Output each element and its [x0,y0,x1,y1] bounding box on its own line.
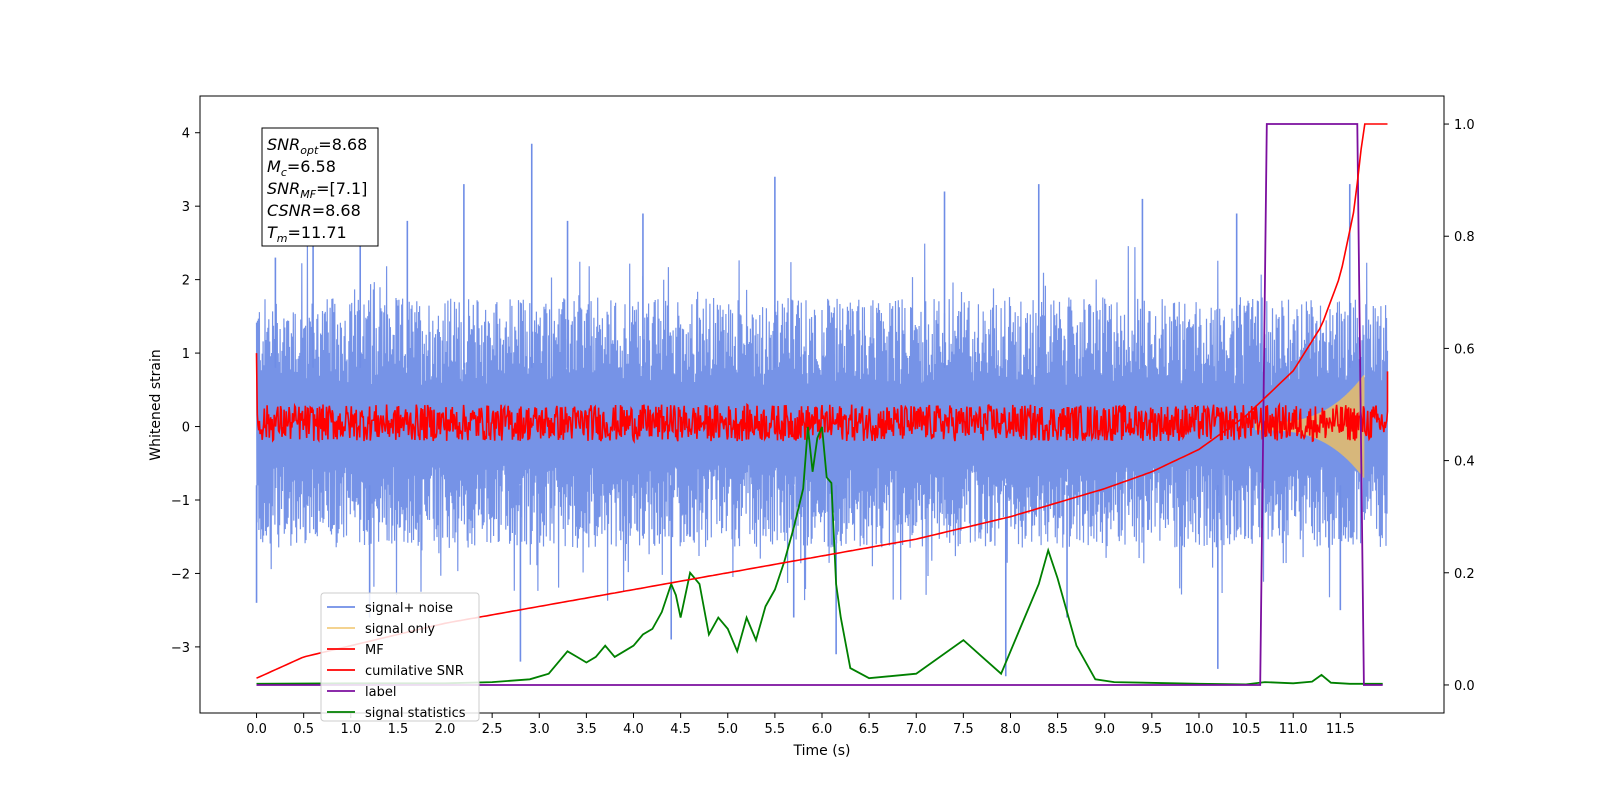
legend-frame [320,592,480,722]
signal-noise-line [255,241,1389,601]
y2-tick-label: 0.0 [1454,679,1475,694]
x-tick-label: 1.0 [340,722,361,737]
x-tick-label: 2.5 [482,722,503,737]
legend-label: label [365,685,396,700]
y-tick-label: 0 [182,421,190,436]
y-tick-label: 3 [182,200,190,215]
x-tick-label: 4.5 [670,722,691,737]
x-tick-label: 11.0 [1279,722,1308,737]
y-tick-label: −3 [171,641,190,656]
legend: signal+ noise signal only MF cumilative SNR… [320,592,480,722]
x-tick-label: 11.5 [1326,722,1355,737]
info-value: =6.58 [287,157,336,176]
info-symbol: M [267,157,281,176]
info-box: SNRopt=8.68Mc=6.58SNRMF=[7.1]CSNR=8.68Tm… [261,127,379,247]
x-axis: 0.0 0.5 1.0 1.5 2.0 2.5 3.0 3.5 4.0 4.5 5.0 5.5 6.0 6… [246,713,1355,737]
y2-tick-label: 0.6 [1454,342,1475,357]
y2-tick-label: 1.0 [1454,118,1475,133]
x-tick-label: 7.0 [906,722,927,737]
x-tick-label: 0.0 [246,722,267,737]
x-tick-label: 8.0 [1000,722,1021,737]
x-tick-label: 2.0 [435,722,456,737]
x-tick-label: 0.5 [293,722,314,737]
legend-label: signal statistics [365,706,466,721]
info-value: =[7.1] [316,179,367,198]
y-tick-label: 1 [182,347,190,362]
x-tick-label: 1.5 [388,722,409,737]
signal-statistics-line [256,426,1383,686]
x-tick-label: 10.5 [1232,722,1261,737]
legend-label: signal+ noise [365,601,453,616]
info-line: SNRopt=8.68 [267,135,367,157]
info-line: SNRMF=[7.1] [267,179,367,201]
y-tick-label: 2 [182,274,190,289]
info-value: =8.68 [318,135,367,154]
mf-line [255,353,1389,444]
info-subscript: MF [300,188,316,201]
y-tick-label: 4 [182,127,190,142]
x-tick-label: 3.0 [529,722,550,737]
x-tick-label: 9.5 [1142,722,1163,737]
info-subscript: m [277,232,288,245]
x-tick-label: 7.5 [953,722,974,737]
series-signal-statistics [256,426,1383,686]
series-signal-noise [255,143,1389,677]
y-axis-right: 0.0 0.2 0.4 0.6 0.8 1.0 [1444,118,1475,694]
info-subscript: c [281,166,287,179]
y-axis-label: Whitened strain [148,349,164,460]
y-tick-label: −2 [171,567,190,582]
legend-label: MF [365,643,384,658]
y-axis-left: −3 −2 −1 0 1 2 3 4 [171,127,200,656]
info-line: Tm=11.71 [267,223,347,245]
plot-area [255,123,1389,686]
series-label [256,123,1383,686]
y2-tick-label: 0.4 [1454,455,1475,470]
legend-label: signal only [365,622,435,637]
info-value: =8.68 [312,201,361,220]
x-tick-label: 4.0 [623,722,644,737]
info-line: Mc=6.58 [267,157,336,179]
x-tick-label: 3.5 [576,722,597,737]
info-symbol: SNR [267,135,300,154]
info-symbol: T [267,223,278,242]
x-axis-label: Time (s) [793,743,851,759]
legend-label: cumilative SNR [365,664,464,679]
y2-tick-label: 0.8 [1454,230,1475,245]
x-tick-label: 5.5 [765,722,786,737]
info-box-frame [261,127,379,247]
x-tick-label: 8.5 [1047,722,1068,737]
info-subscript: opt [300,144,319,157]
x-tick-label: 6.5 [859,722,880,737]
x-tick-label: 9.0 [1094,722,1115,737]
x-tick-label: 10.0 [1184,722,1213,737]
label-line [256,123,1383,686]
x-tick-label: 6.0 [812,722,833,737]
x-tick-label: 5.0 [717,722,738,737]
info-symbol: CSNR [267,201,312,220]
y-tick-label: −1 [171,494,190,509]
y2-tick-label: 0.2 [1454,567,1475,582]
series-mf [255,353,1389,444]
info-line: CSNR=8.68 [267,201,361,220]
info-value: =11.71 [288,223,347,242]
info-symbol: SNR [267,179,300,198]
